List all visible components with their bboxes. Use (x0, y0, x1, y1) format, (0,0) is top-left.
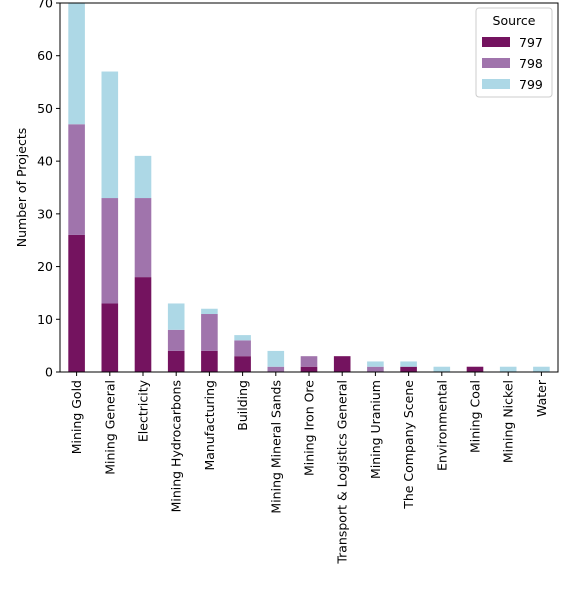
bar-electricity-799 (134, 155, 152, 199)
bar-the-company-scene-799 (400, 361, 417, 367)
x-tick-label-manufacturing: Manufacturing (202, 380, 217, 471)
bar-mining-nickel-799 (499, 366, 517, 372)
legend-label-798: 798 (519, 56, 543, 71)
legend-box (475, 7, 553, 98)
x-tick-label-the-company-scene: The Company Scene (401, 380, 416, 510)
bar-mining-hydrocarbons-799 (167, 303, 185, 330)
bar-water-799 (533, 366, 550, 372)
bar-manufacturing-797 (201, 350, 218, 372)
bar-mining-general-798 (101, 198, 119, 304)
y-tick-label: 20 (37, 259, 53, 274)
bar-transport-logistics-general-797 (333, 356, 351, 372)
x-tick-label-mining-uranium: Mining Uranium (368, 380, 383, 479)
y-tick-label: 10 (37, 312, 53, 327)
bar-mining-mineral-sands-799 (267, 350, 285, 367)
bar-mining-gold-797 (68, 234, 85, 372)
x-axis: Mining Gold Mining General Electricity Mini… (69, 372, 549, 565)
legend-swatch-799 (482, 79, 510, 89)
bar-mining-uranium-798 (367, 366, 384, 372)
legend-title: Source (493, 13, 536, 28)
legend-swatch-797 (482, 37, 510, 47)
x-tick-label-mining-coal: Mining Coal (468, 380, 483, 453)
bar-mining-general-797 (101, 303, 119, 372)
x-tick-label-mining-mineral-sands: Mining Mineral Sands (268, 380, 283, 514)
legend-items: 797 798 799 (482, 35, 543, 92)
bar-mining-iron-ore-798 (300, 356, 318, 367)
x-tick-label-electricity: Electricity (136, 379, 151, 442)
y-tick-label: 50 (37, 101, 53, 116)
x-tick-label-water: Water (534, 379, 549, 417)
bar-mining-general-799 (101, 71, 119, 199)
bar-manufacturing-799 (201, 308, 218, 315)
legend-swatch-798 (482, 58, 510, 68)
bar-mining-iron-ore-797 (300, 366, 318, 372)
x-tick-label-building: Building (235, 380, 250, 431)
bar-building-797 (234, 356, 251, 372)
bar-manufacturing-798 (201, 314, 218, 351)
bar-mining-hydrocarbons-797 (167, 350, 185, 372)
x-tick-label-transport-logistics-general: Transport & Logistics General (335, 380, 350, 565)
bar-mining-gold-798 (68, 124, 85, 235)
y-tick-label: 60 (37, 48, 53, 63)
x-tick-label-mining-general: Mining General (102, 380, 117, 475)
bar-electricity-797 (134, 277, 152, 372)
x-tick-label-mining-hydrocarbons: Mining Hydrocarbons (169, 380, 184, 512)
bar-mining-coal-797 (466, 366, 484, 372)
bar-building-799 (234, 335, 251, 341)
y-tick-label: 0 (45, 365, 53, 380)
bars-layer (68, 3, 550, 372)
legend-label-797: 797 (519, 35, 543, 50)
bar-environmental-799 (433, 366, 451, 372)
y-axis: 0 10 20 30 40 50 60 70 (37, 0, 60, 380)
bar-mining-gold-799 (68, 3, 85, 125)
bar-mining-uranium-799 (367, 361, 384, 367)
x-tick-label-mining-nickel: Mining Nickel (501, 380, 516, 463)
y-axis-title: Number of Projects (14, 128, 29, 248)
bar-mining-hydrocarbons-798 (167, 329, 185, 351)
legend: Source 797 798 799 (475, 7, 553, 98)
bar-electricity-798 (134, 198, 152, 278)
x-tick-label-mining-iron-ore: Mining Iron Ore (302, 380, 317, 476)
bar-the-company-scene-797 (400, 366, 417, 372)
legend-label-799: 799 (519, 77, 543, 92)
y-tick-label: 70 (37, 0, 53, 11)
x-tick-label-environmental: Environmental (434, 380, 449, 471)
y-tick-label: 30 (37, 206, 53, 221)
bar-mining-mineral-sands-798 (267, 366, 285, 372)
x-tick-label-mining-gold: Mining Gold (69, 380, 84, 454)
y-tick-label: 40 (37, 154, 53, 169)
bar-building-798 (234, 340, 251, 357)
